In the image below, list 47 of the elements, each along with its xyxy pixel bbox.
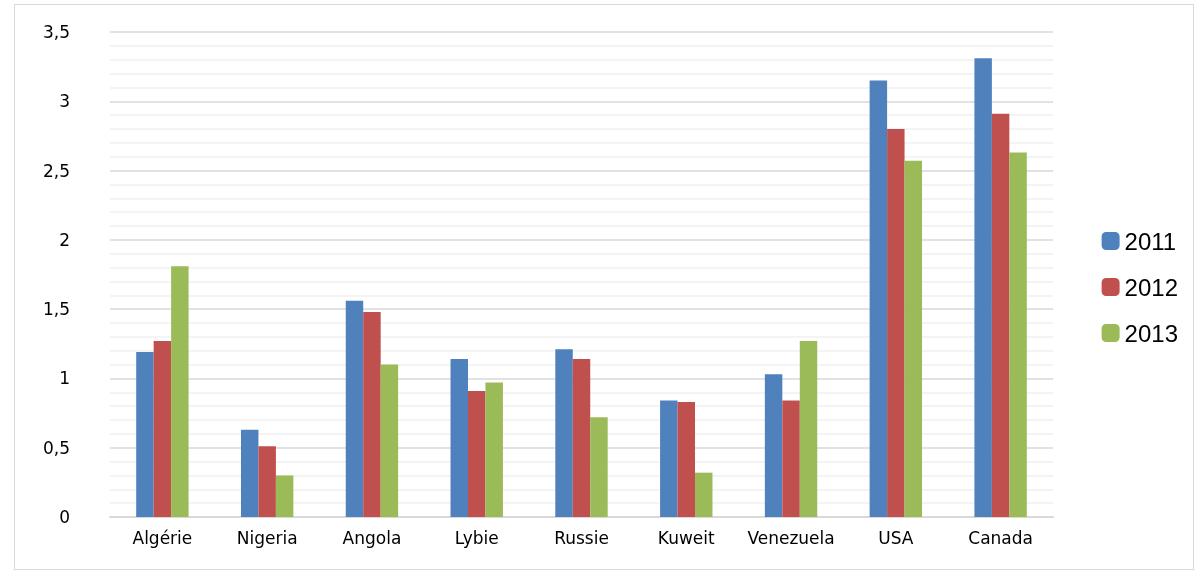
y-tick-label: 1,5 bbox=[42, 299, 70, 320]
bar bbox=[991, 113, 1010, 517]
bar bbox=[974, 58, 992, 517]
bar bbox=[660, 400, 678, 517]
bar bbox=[869, 80, 888, 517]
bar bbox=[677, 401, 696, 517]
bar bbox=[590, 417, 608, 517]
bar bbox=[275, 475, 294, 517]
x-tick-label: Algérie bbox=[132, 527, 193, 548]
bar bbox=[764, 374, 783, 517]
bar bbox=[904, 160, 923, 517]
y-tick-label: 2,5 bbox=[42, 160, 70, 181]
x-tick-label: Canada bbox=[968, 527, 1033, 548]
x-tick-label: USA bbox=[878, 527, 914, 548]
x-tick-label: Lybie bbox=[454, 527, 499, 548]
bar bbox=[136, 352, 154, 517]
bar bbox=[485, 382, 503, 517]
bar bbox=[799, 341, 818, 517]
x-tick-label: Russie bbox=[554, 527, 609, 548]
bar bbox=[153, 341, 172, 517]
legend-label: 2013 bbox=[1124, 319, 1178, 347]
bar bbox=[887, 129, 905, 517]
legend-label: 2012 bbox=[1124, 273, 1178, 301]
bar bbox=[450, 359, 468, 517]
bar bbox=[782, 400, 800, 517]
x-tick-label: Venezuela bbox=[747, 527, 835, 548]
x-tick-label: Nigeria bbox=[236, 527, 298, 548]
bar bbox=[695, 472, 713, 517]
bar bbox=[171, 266, 189, 517]
bar bbox=[572, 359, 591, 517]
bar bbox=[240, 429, 259, 517]
bar bbox=[380, 364, 399, 517]
y-tick-label: 0 bbox=[59, 507, 70, 527]
y-tick-label: 1 bbox=[59, 368, 70, 389]
bar bbox=[258, 446, 276, 517]
x-tick-label: Angola bbox=[342, 527, 402, 548]
bar bbox=[1009, 152, 1027, 517]
y-tick-label: 3 bbox=[59, 91, 70, 112]
x-tick-label: Kuweit bbox=[657, 527, 716, 548]
bar bbox=[363, 311, 381, 517]
legend-label: 2011 bbox=[1124, 227, 1177, 255]
y-tick-label: 3,5 bbox=[42, 22, 70, 42]
bar bbox=[345, 300, 364, 517]
y-tick-label: 0,5 bbox=[42, 437, 70, 458]
bar bbox=[467, 390, 486, 517]
bar bbox=[555, 349, 573, 517]
y-tick-label: 2 bbox=[59, 229, 70, 250]
